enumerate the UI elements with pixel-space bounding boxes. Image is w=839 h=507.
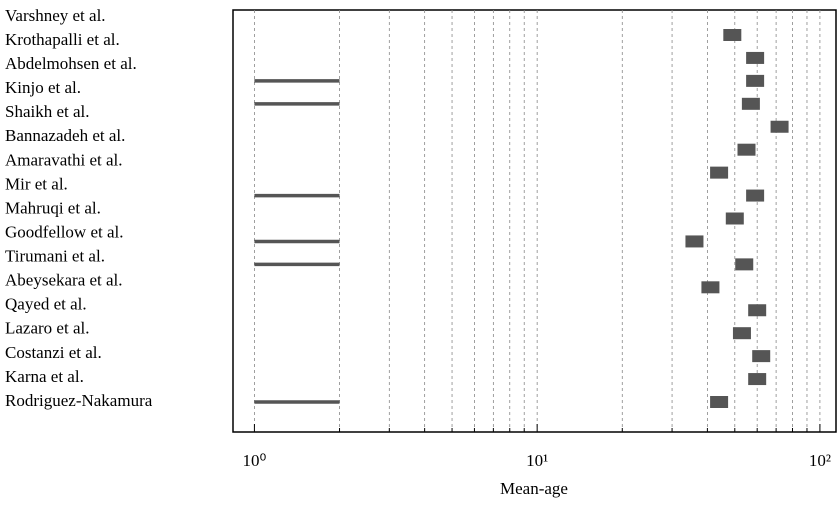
y-category-label: Qayed et al. — [5, 295, 87, 314]
plot-frame — [232, 9, 837, 433]
y-category-label: Costanzi et al. — [5, 343, 102, 362]
mean-marker — [723, 29, 742, 41]
y-category-label: Mir et al. — [5, 174, 68, 193]
mean-marker — [752, 350, 771, 363]
mean-marker — [701, 281, 720, 294]
y-category-label: Bannazadeh et al. — [5, 126, 125, 145]
mean-marker — [770, 120, 789, 133]
mean-marker — [746, 189, 765, 202]
y-category-label: Karna et al. — [5, 367, 84, 386]
x-tick-label: 10¹ — [526, 451, 548, 470]
mean-marker — [725, 212, 744, 225]
y-category-label: Abdelmohsen et al. — [5, 54, 137, 73]
mean-marker — [685, 235, 704, 248]
x-axis-label: Mean-age — [500, 479, 568, 498]
y-category-label: Kinjo et al. — [5, 78, 81, 97]
y-category-label: Abeysekara et al. — [5, 271, 123, 290]
y-category-label: Goodfellow et al. — [5, 222, 124, 241]
mean-marker — [748, 304, 767, 317]
y-category-label: Varshney et al. — [5, 6, 106, 25]
mean-marker — [732, 327, 751, 340]
mean-marker — [710, 166, 729, 179]
y-category-label: Mahruqi et al. — [5, 198, 101, 217]
mean-marker — [748, 373, 767, 386]
mean-marker — [741, 97, 760, 110]
x-tick-label: 10² — [809, 451, 831, 470]
mean-marker — [737, 143, 756, 156]
y-category-label: Tirumani et al. — [5, 247, 105, 266]
mean-marker — [746, 51, 765, 64]
y-category-label: Krothapalli et al. — [5, 30, 120, 49]
y-category-label: Shaikh et al. — [5, 102, 90, 121]
mean-marker — [735, 258, 754, 271]
mean-marker — [710, 396, 729, 408]
y-category-label: Rodriguez-Nakamura — [5, 391, 153, 410]
mean-marker — [746, 74, 765, 87]
y-category-label: Amaravathi et al. — [5, 150, 123, 169]
x-tick-label: 10⁰ — [242, 451, 266, 470]
y-category-label: Lazaro et al. — [5, 319, 89, 338]
